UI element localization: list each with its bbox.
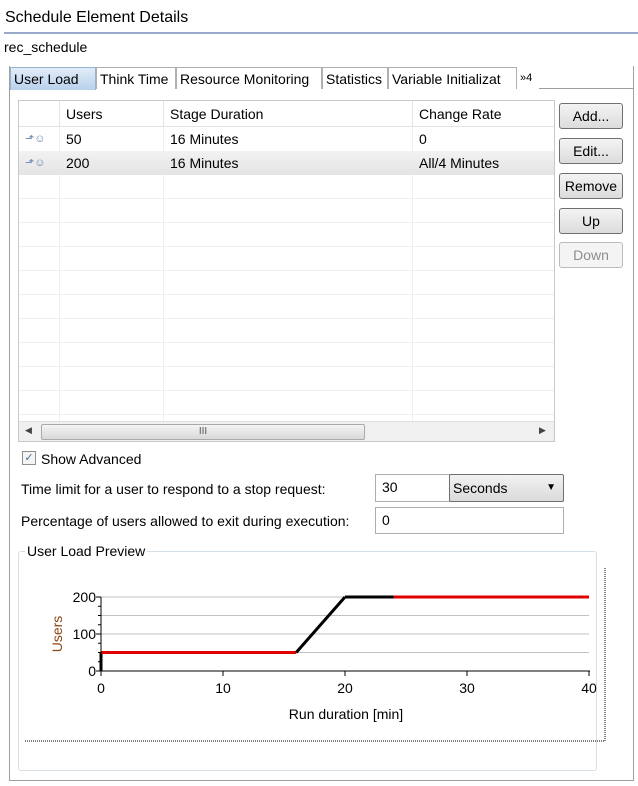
down-button[interactable]: Down [559, 242, 623, 268]
cell-users: 50 [66, 131, 82, 147]
title-divider [4, 32, 638, 34]
column-header-change-rate[interactable]: Change Rate [413, 101, 554, 127]
remove-button[interactable]: Remove [559, 173, 623, 199]
scrollbar-thumb[interactable]: III [41, 424, 365, 440]
up-button[interactable]: Up [559, 208, 623, 234]
column-header-stage-duration[interactable]: Stage Duration [164, 101, 413, 127]
page-title: Schedule Element Details [5, 9, 189, 26]
horizontal-scrollbar[interactable]: ◀ III ▶ [19, 421, 554, 441]
x-tick-label: 20 [337, 680, 353, 696]
series-segment-ramp [295, 596, 347, 654]
y-tick-label: 0 [88, 663, 96, 679]
scroll-right-icon[interactable]: ▶ [539, 425, 546, 435]
tab-user-load[interactable]: User Load [10, 67, 96, 90]
x-tick-label: 10 [215, 680, 231, 696]
cell-change-rate: 0 [419, 131, 427, 147]
schedule-name: rec_schedule [4, 39, 88, 55]
y-axis-label: Users [49, 616, 65, 653]
stop-time-input[interactable]: 30 [375, 474, 450, 502]
stop-time-unit-value: Seconds [453, 480, 508, 496]
more-tabs-button[interactable]: »4 [517, 67, 539, 89]
stop-time-unit-select[interactable]: Seconds ▼ [449, 474, 564, 502]
user-stage-icon: ⬏☺ [25, 157, 46, 169]
tab-variable-initialization[interactable]: Variable Initializat [388, 67, 517, 89]
tab-statistics[interactable]: Statistics [322, 67, 388, 89]
y-tick-label: 100 [73, 626, 97, 642]
cell-users: 200 [66, 155, 90, 171]
stages-table: Users Stage Duration Change Rate ⬏☺ 50 1… [18, 100, 555, 442]
cell-duration: 16 Minutes [170, 155, 239, 171]
user-load-preview-label: User Load Preview [25, 543, 148, 559]
show-advanced-label: Show Advanced [41, 451, 142, 467]
column-header-users[interactable]: Users [60, 101, 164, 127]
add-button[interactable]: Add... [559, 103, 623, 129]
tab-think-time[interactable]: Think Time [96, 67, 176, 89]
cell-change-rate: All/4 Minutes [419, 155, 500, 171]
edit-button[interactable]: Edit... [559, 138, 623, 164]
y-tick-label: 200 [73, 589, 97, 605]
tab-resource-monitoring[interactable]: Resource Monitoring [176, 67, 322, 89]
x-tick-label: 30 [459, 680, 475, 696]
chevron-down-icon: ▼ [546, 482, 556, 493]
exit-percentage-input[interactable]: 0 [375, 507, 564, 534]
stop-time-label: Time limit for a user to respond to a st… [21, 481, 326, 497]
show-advanced-checkbox[interactable]: ✓ [22, 451, 36, 465]
table-row[interactable]: ⬏☺ 50 16 Minutes 0 [19, 127, 554, 151]
cell-duration: 16 Minutes [170, 131, 239, 147]
exit-percentage-label: Percentage of users allowed to exit duri… [21, 513, 350, 529]
user-load-preview-group [18, 551, 597, 771]
table-row[interactable]: ⬏☺ 200 16 Minutes All/4 Minutes [19, 151, 554, 175]
scroll-left-icon[interactable]: ◀ [25, 425, 32, 435]
x-tick-label: 40 [581, 680, 597, 696]
column-header-icon [19, 101, 60, 127]
user-stage-icon: ⬏☺ [25, 133, 46, 145]
x-tick-label: 0 [97, 680, 105, 696]
x-axis-label: Run duration [min] [289, 706, 403, 722]
tab-folder [9, 66, 634, 781]
